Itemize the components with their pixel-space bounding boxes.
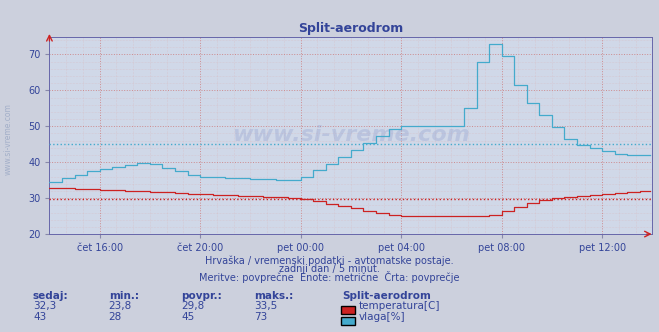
- Text: Split-aerodrom: Split-aerodrom: [343, 291, 432, 301]
- Text: Hrvaška / vremenski podatki - avtomatske postaje.: Hrvaška / vremenski podatki - avtomatske…: [205, 255, 454, 266]
- Text: sedaj:: sedaj:: [33, 291, 69, 301]
- Text: www.si-vreme.com: www.si-vreme.com: [3, 104, 13, 175]
- Text: 28: 28: [109, 312, 122, 322]
- Text: 32,3: 32,3: [33, 301, 56, 311]
- Text: min.:: min.:: [109, 291, 139, 301]
- Text: 45: 45: [181, 312, 194, 322]
- Text: maks.:: maks.:: [254, 291, 293, 301]
- Text: povpr.:: povpr.:: [181, 291, 222, 301]
- Text: vlaga[%]: vlaga[%]: [359, 312, 406, 322]
- Text: 73: 73: [254, 312, 267, 322]
- Text: zadnji dan / 5 minut.: zadnji dan / 5 minut.: [279, 264, 380, 274]
- Text: 43: 43: [33, 312, 46, 322]
- Title: Split-aerodrom: Split-aerodrom: [299, 22, 403, 35]
- Text: 23,8: 23,8: [109, 301, 132, 311]
- Text: 29,8: 29,8: [181, 301, 204, 311]
- Text: Meritve: povprečne  Enote: metrične  Črta: povprečje: Meritve: povprečne Enote: metrične Črta:…: [199, 271, 460, 283]
- Text: temperatura[C]: temperatura[C]: [359, 301, 441, 311]
- Text: www.si-vreme.com: www.si-vreme.com: [232, 125, 470, 145]
- Text: 33,5: 33,5: [254, 301, 277, 311]
